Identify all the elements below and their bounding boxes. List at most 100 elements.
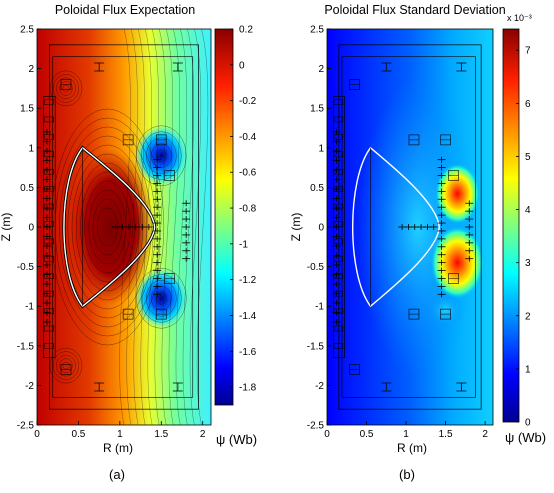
solenoid-segment [44, 273, 54, 279]
flux-loop-marker [381, 382, 392, 392]
flux-contour [59, 81, 73, 96]
x-tick-label: 1.5 [439, 429, 453, 440]
colorbar-tick-label: 4 [525, 205, 531, 216]
flux-contour [154, 29, 166, 425]
y-axis-label: Z (m) [0, 213, 13, 242]
flux-contour [52, 74, 80, 103]
solenoid-segment [44, 203, 54, 210]
x-axis-label: R (m) [103, 441, 133, 455]
flux-contour [56, 77, 76, 100]
colorbar-tick-label: -1.2 [239, 275, 257, 286]
y-tick-label: -2.5 [307, 421, 325, 432]
colorbar-tick-label: 7 [525, 46, 531, 57]
flux-loop-marker [456, 382, 467, 392]
colorbar-tick-label: 0 [525, 418, 531, 429]
y-tick-label: -0.5 [307, 262, 325, 273]
solenoid-segment [333, 273, 344, 279]
x-tick-label: 0.5 [360, 429, 374, 440]
flux-contour [136, 268, 187, 329]
solenoid-segment [333, 221, 344, 227]
vessel-wall [52, 56, 194, 398]
y-tick-label: 2 [318, 64, 324, 75]
y-tick-label: -2 [315, 381, 324, 392]
y-tick-label: -1 [25, 302, 34, 313]
y-tick-label: 0 [28, 223, 34, 234]
x-tick-label: 0.5 [71, 429, 85, 440]
solenoid-segment [333, 343, 344, 349]
y-tick-label: 1 [28, 143, 34, 154]
colorbar-tick-label: 0.2 [239, 25, 253, 36]
flux-contour [62, 84, 70, 93]
colorbar-tick-label: -0.8 [239, 204, 257, 215]
y-tick-label: 2 [28, 64, 34, 75]
colorbar: 7 6 5 4 3 2 1 0 x 10⁻³ ψ (Wb) [502, 13, 546, 445]
flux-contour [196, 29, 209, 425]
flux-loop-marker [172, 62, 183, 72]
x-tick-label: 1 [403, 429, 409, 440]
y-tick-label: 1 [318, 143, 324, 154]
y-tick-label: -0.5 [17, 262, 35, 273]
colorbar-tick-label: 0 [239, 60, 245, 71]
flux-contour [52, 351, 80, 380]
x-tick-label: 0 [34, 429, 40, 440]
colorbar-gradient [214, 28, 234, 406]
colorbar-gradient [502, 28, 520, 423]
solenoid-segment [44, 168, 54, 175]
flux-loop-marker [381, 62, 392, 72]
flux-loop-marker [94, 382, 105, 392]
colorbar-label: ψ (Wb) [216, 432, 257, 447]
x-tick-label: 0 [324, 429, 330, 440]
panel-caption: (b) [399, 467, 415, 482]
panel-a: Poloidal Flux Expectation 0 0.5 1 1.5 2 R (m) 2… [0, 3, 257, 482]
flux-loop-marker [172, 382, 183, 392]
solenoid-segment [44, 99, 54, 105]
solenoid-segment [333, 99, 344, 105]
solenoid-segment [333, 203, 344, 210]
colorbar-tick-label: 6 [525, 99, 531, 110]
flux-contour [49, 70, 83, 107]
solenoid-segment [333, 168, 344, 175]
colorbar-exponent: x 10⁻³ [507, 13, 532, 23]
colorbar-tick-label: 2 [525, 311, 531, 322]
flux-contour [151, 286, 172, 311]
flux-contour [50, 108, 165, 346]
y-tick-label: 1.5 [20, 104, 34, 115]
y-axis: 2.5 2 1.5 1 0.5 0 -0.5 -1 -1.5 -2 -2.5 Z (m) [0, 25, 41, 432]
colorbar-label: ψ (Wb) [505, 430, 546, 445]
vessel-outline [42, 44, 199, 410]
colorbar-tick-label: -1.4 [239, 311, 257, 322]
solenoid-segment [333, 325, 344, 332]
colorbar-tick-label: 3 [525, 258, 531, 269]
plot-area [37, 29, 211, 425]
solenoid-segment [44, 256, 54, 262]
solenoid-segment [44, 134, 54, 140]
solenoid-segment [333, 238, 344, 245]
flux-contour [136, 125, 187, 186]
solenoid-segment [333, 134, 344, 140]
panel-title: Poloidal Flux Expectation [55, 3, 195, 17]
y-tick-label: 0.5 [20, 183, 34, 194]
plasma-boundary [351, 146, 440, 308]
solenoid-segment [44, 238, 54, 245]
y-tick-label: 1.5 [310, 104, 324, 115]
x-axis: 0 0.5 1 1.5 2 R (m) [34, 421, 206, 455]
colorbar-tick-label: -0.6 [239, 168, 257, 179]
y-tick-label: -2 [25, 381, 34, 392]
plasma-boundary [63, 146, 156, 308]
solenoid-segment [333, 151, 344, 158]
y-tick-label: 0 [318, 223, 324, 234]
flux-contour [168, 29, 180, 425]
colorbar-tick-label: -1.6 [239, 347, 257, 358]
y-axis: 2.5 2 1.5 1 0.5 0 -0.5 -1 -1.5 -2 -2.5 Z (m) [289, 25, 331, 432]
flux-contour [62, 361, 70, 370]
plasma-core-region [69, 149, 154, 305]
flux-contour [175, 29, 188, 425]
uncertainty-peak [431, 226, 484, 299]
x-tick-label: 1.5 [154, 429, 168, 440]
uncertainty-lobe [427, 292, 464, 329]
flux-contour [189, 29, 202, 425]
colorbar-tick-label: -1 [239, 239, 248, 250]
panel-caption: (a) [109, 467, 125, 482]
